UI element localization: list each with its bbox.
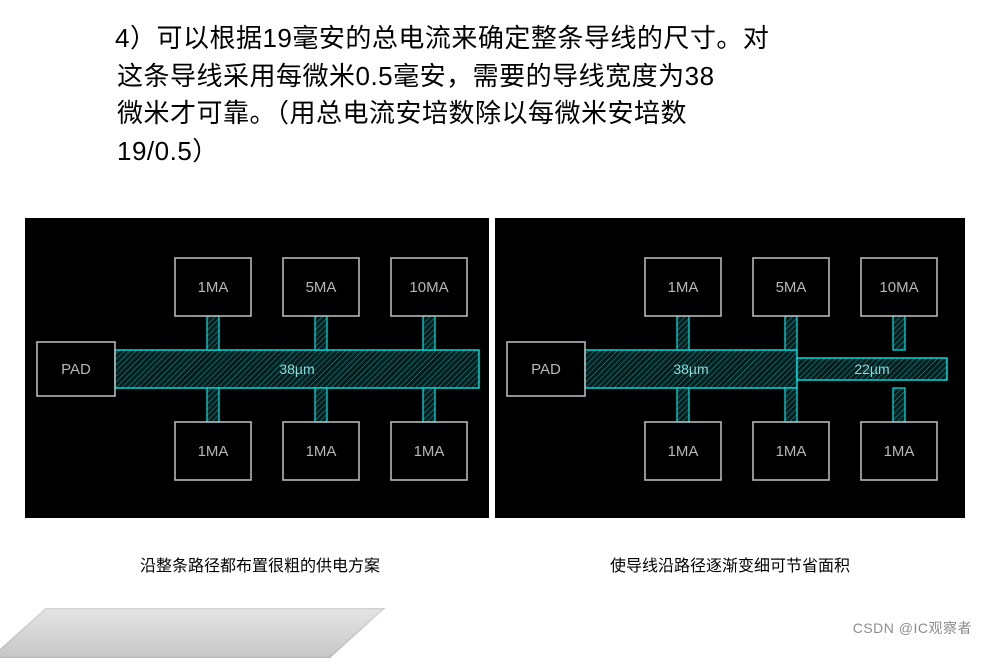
- layout-diagram-right: 38µm 22µm PAD 1MA 1MA 5MA 1MA 10MA 1MA: [495, 218, 965, 518]
- svg-text:1MA: 1MA: [668, 279, 699, 296]
- svg-text:1MA: 1MA: [668, 443, 699, 460]
- svg-text:1MA: 1MA: [198, 443, 229, 460]
- svg-text:38µm: 38µm: [673, 361, 708, 377]
- svg-text:PAD: PAD: [61, 361, 91, 378]
- layout-diagram-left: 38µm PAD 1MA 1MA 5MA 1MA 10MA 1MA: [25, 218, 489, 518]
- caption-left: 沿整条路径都布置很粗的供电方案: [25, 552, 495, 576]
- svg-text:5MA: 5MA: [306, 279, 337, 296]
- heading-text: 4）可以根据19毫安的总电流来确定整条导线的尺寸。对 这条导线采用每微米0.5毫…: [115, 20, 915, 171]
- watermark-text: CSDN @IC观察者: [853, 618, 972, 638]
- svg-text:10MA: 10MA: [409, 279, 448, 296]
- svg-text:1MA: 1MA: [198, 279, 229, 296]
- caption-right: 使导线沿路径逐渐变细可节省面积: [495, 552, 965, 576]
- svg-text:PAD: PAD: [531, 361, 561, 378]
- svg-text:1MA: 1MA: [306, 443, 337, 460]
- svg-text:10MA: 10MA: [879, 279, 918, 296]
- svg-text:1MA: 1MA: [884, 443, 915, 460]
- panel-tapered-bus: 38µm 22µm PAD 1MA 1MA 5MA 1MA 10MA 1MA: [495, 218, 965, 518]
- svg-text:1MA: 1MA: [776, 443, 807, 460]
- svg-text:5MA: 5MA: [776, 279, 807, 296]
- svg-text:1MA: 1MA: [414, 443, 445, 460]
- caption-row: 沿整条路径都布置很粗的供电方案 使导线沿路径逐渐变细可节省面积: [25, 552, 965, 576]
- panel-uniform-bus: 38µm PAD 1MA 1MA 5MA 1MA 10MA 1MA: [25, 218, 489, 518]
- diagram-panels: 38µm PAD 1MA 1MA 5MA 1MA 10MA 1MA 38µm 22µm PAD 1M…: [25, 218, 965, 518]
- svg-text:22µm: 22µm: [854, 361, 889, 377]
- svg-text:38µm: 38µm: [279, 361, 314, 377]
- decorative-corner: [0, 608, 386, 658]
